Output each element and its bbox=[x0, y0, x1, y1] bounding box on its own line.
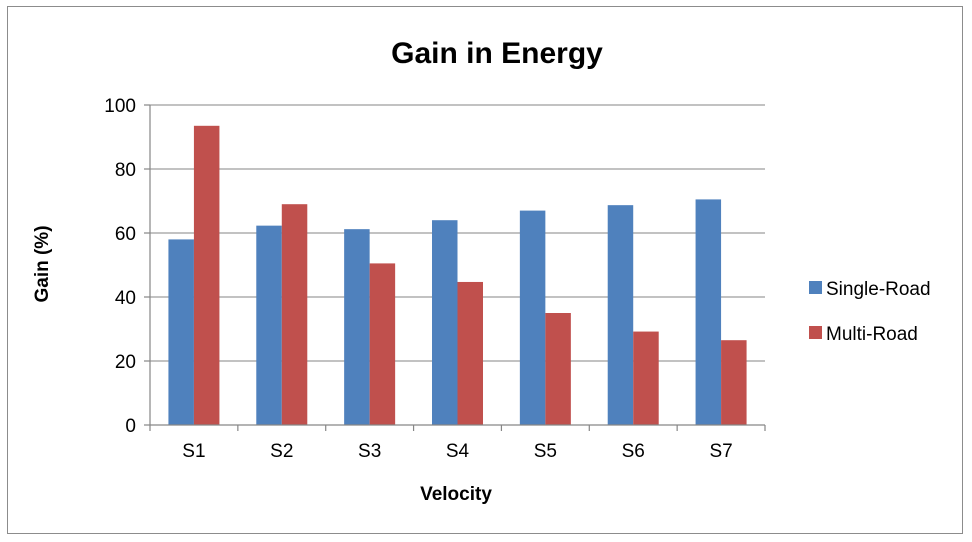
bars bbox=[168, 125, 747, 426]
bar-multi-road-s7 bbox=[721, 340, 747, 425]
y-axis-title: Gain (%) bbox=[32, 225, 53, 302]
bar-multi-road-s2 bbox=[281, 204, 308, 425]
y-tick-label-80: 80 bbox=[115, 160, 136, 181]
legend-swatch-single-road bbox=[809, 281, 822, 294]
legend-label-multi-road: Multi-Road bbox=[826, 324, 918, 345]
y-tick-label-20: 20 bbox=[115, 352, 136, 373]
bar-multi-road-s1 bbox=[193, 125, 220, 426]
chart-title: Gain in Energy bbox=[391, 37, 603, 70]
x-tick-label-s2: S2 bbox=[270, 441, 293, 462]
x-tick-label-s4: S4 bbox=[446, 441, 470, 462]
bar-single-road-s1 bbox=[168, 239, 194, 425]
bar-multi-road-s3 bbox=[369, 263, 396, 425]
bar-multi-road-s6 bbox=[633, 331, 659, 425]
bar-single-road-s5 bbox=[519, 210, 546, 425]
tick-labels: 0 20 40 60 80 100 S1 S2 S3 S4 S5 S6 S7 bbox=[104, 96, 732, 462]
axes bbox=[149, 105, 765, 426]
bar-single-road-s6 bbox=[607, 205, 634, 425]
y-tick-label-60: 60 bbox=[115, 224, 136, 245]
x-axis-title: Velocity bbox=[420, 484, 492, 505]
ticks bbox=[144, 104, 766, 431]
x-tick-label-s3: S3 bbox=[358, 441, 381, 462]
y-tick-label-40: 40 bbox=[115, 288, 136, 309]
y-tick-label-0: 0 bbox=[125, 416, 136, 437]
legend-label-single-road: Single-Road bbox=[826, 279, 931, 300]
x-tick-label-s7: S7 bbox=[709, 441, 732, 462]
x-tick-label-s5: S5 bbox=[534, 441, 557, 462]
chart-frame bbox=[7, 6, 963, 534]
x-tick-label-s1: S1 bbox=[182, 441, 205, 462]
legend: Single-Road Multi-Road bbox=[809, 279, 931, 345]
bar-single-road-s4 bbox=[432, 220, 458, 425]
bar-multi-road-s4 bbox=[457, 281, 483, 425]
legend-swatch-multi-road bbox=[809, 326, 822, 339]
bar-single-road-s7 bbox=[695, 199, 722, 425]
y-tick-label-100: 100 bbox=[104, 96, 136, 117]
bar-single-road-s2 bbox=[256, 225, 282, 425]
x-tick-label-s6: S6 bbox=[622, 441, 645, 462]
bar-single-road-s3 bbox=[344, 229, 370, 425]
bar-multi-road-s5 bbox=[545, 313, 571, 425]
